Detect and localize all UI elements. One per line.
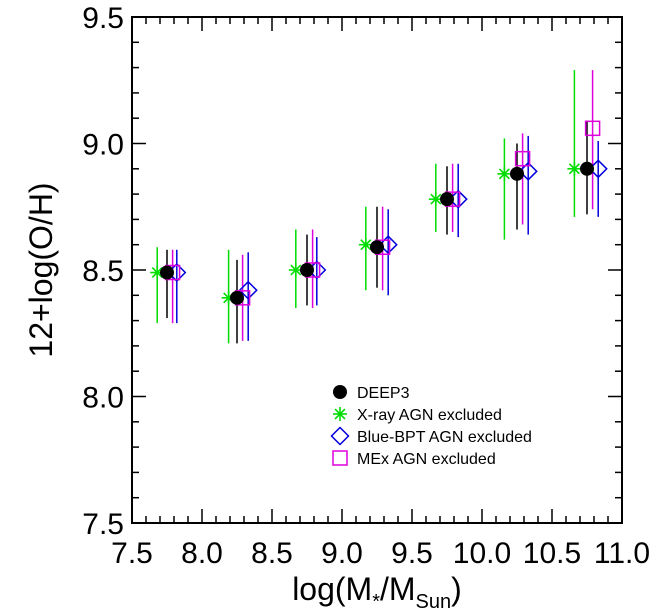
square-marker [584, 120, 601, 137]
asterisk-stroke [568, 163, 580, 175]
y-tick-label: 7.5 [82, 508, 124, 541]
x-tick-label: 9.0 [321, 537, 363, 570]
asterisk-marker [358, 237, 373, 252]
x-title-mid: /M [380, 571, 416, 607]
asterisk-stroke [498, 168, 510, 180]
asterisk-marker [567, 161, 582, 176]
circle-marker [580, 161, 594, 176]
x-tick-label: 8.0 [181, 537, 223, 570]
circle-marker [510, 166, 524, 181]
y-tick-label: 9.0 [82, 129, 124, 162]
y-tick-label: 8.5 [82, 255, 124, 288]
square-marker [332, 450, 348, 466]
x-title-prefix: log(M [292, 571, 372, 607]
circle-marker [440, 192, 454, 207]
asterisk-marker [497, 166, 512, 181]
asterisk-stroke [334, 408, 346, 420]
y-axis-title: 12+log(O/H) [23, 182, 59, 357]
x-title-suffix: ) [451, 571, 462, 607]
x-tick-label: 11.0 [594, 537, 650, 570]
circle-marker [230, 290, 244, 305]
x-title-sub2: Sun [416, 591, 452, 610]
circle-marker [160, 265, 174, 280]
ticks-layer [131, 16, 623, 524]
circle-marker [300, 263, 314, 277]
x-tick-label: 7.5 [111, 537, 153, 570]
legend-label: MEx AGN excluded [357, 451, 496, 468]
ticklabels-layer: 7.5 8.0 8.5 9.0 9.5 10.0 10.5 11.0 7.5 8.0 8.5 9.0 9… [82, 2, 650, 570]
x-tick-label: 10.5 [523, 537, 581, 570]
asterisk-stroke [360, 239, 372, 251]
asterisk-marker [333, 407, 347, 421]
markers-layer [150, 120, 608, 306]
y-tick-label: 8.0 [82, 382, 124, 415]
x-tick-label: 10.0 [453, 537, 511, 570]
legend-label: DEEP3 [357, 385, 410, 402]
legend-label: Blue-BPT AGN excluded [357, 429, 532, 446]
y-tick-label: 9.5 [82, 2, 124, 35]
x-tick-label: 8.5 [251, 537, 293, 570]
asterisk-stroke [151, 267, 163, 279]
diamond-marker [378, 235, 398, 255]
diamond-marker [330, 426, 350, 446]
asterisk-stroke [430, 193, 442, 205]
x-axis-title: log(M*/MSun) [292, 571, 462, 610]
circle-marker [333, 385, 347, 399]
x-tick-label: 9.5 [391, 537, 433, 570]
asterisk-stroke [290, 264, 302, 276]
square-marker [514, 150, 531, 167]
diamond-marker [518, 161, 538, 181]
diamond-marker [238, 280, 258, 300]
x-title-sub1: * [372, 591, 380, 610]
circle-marker [370, 240, 384, 255]
legend: DEEP3 X-ray AGN excluded Blue-BPT AGN excl… [330, 385, 532, 468]
legend-label: X-ray AGN excluded [357, 407, 502, 424]
